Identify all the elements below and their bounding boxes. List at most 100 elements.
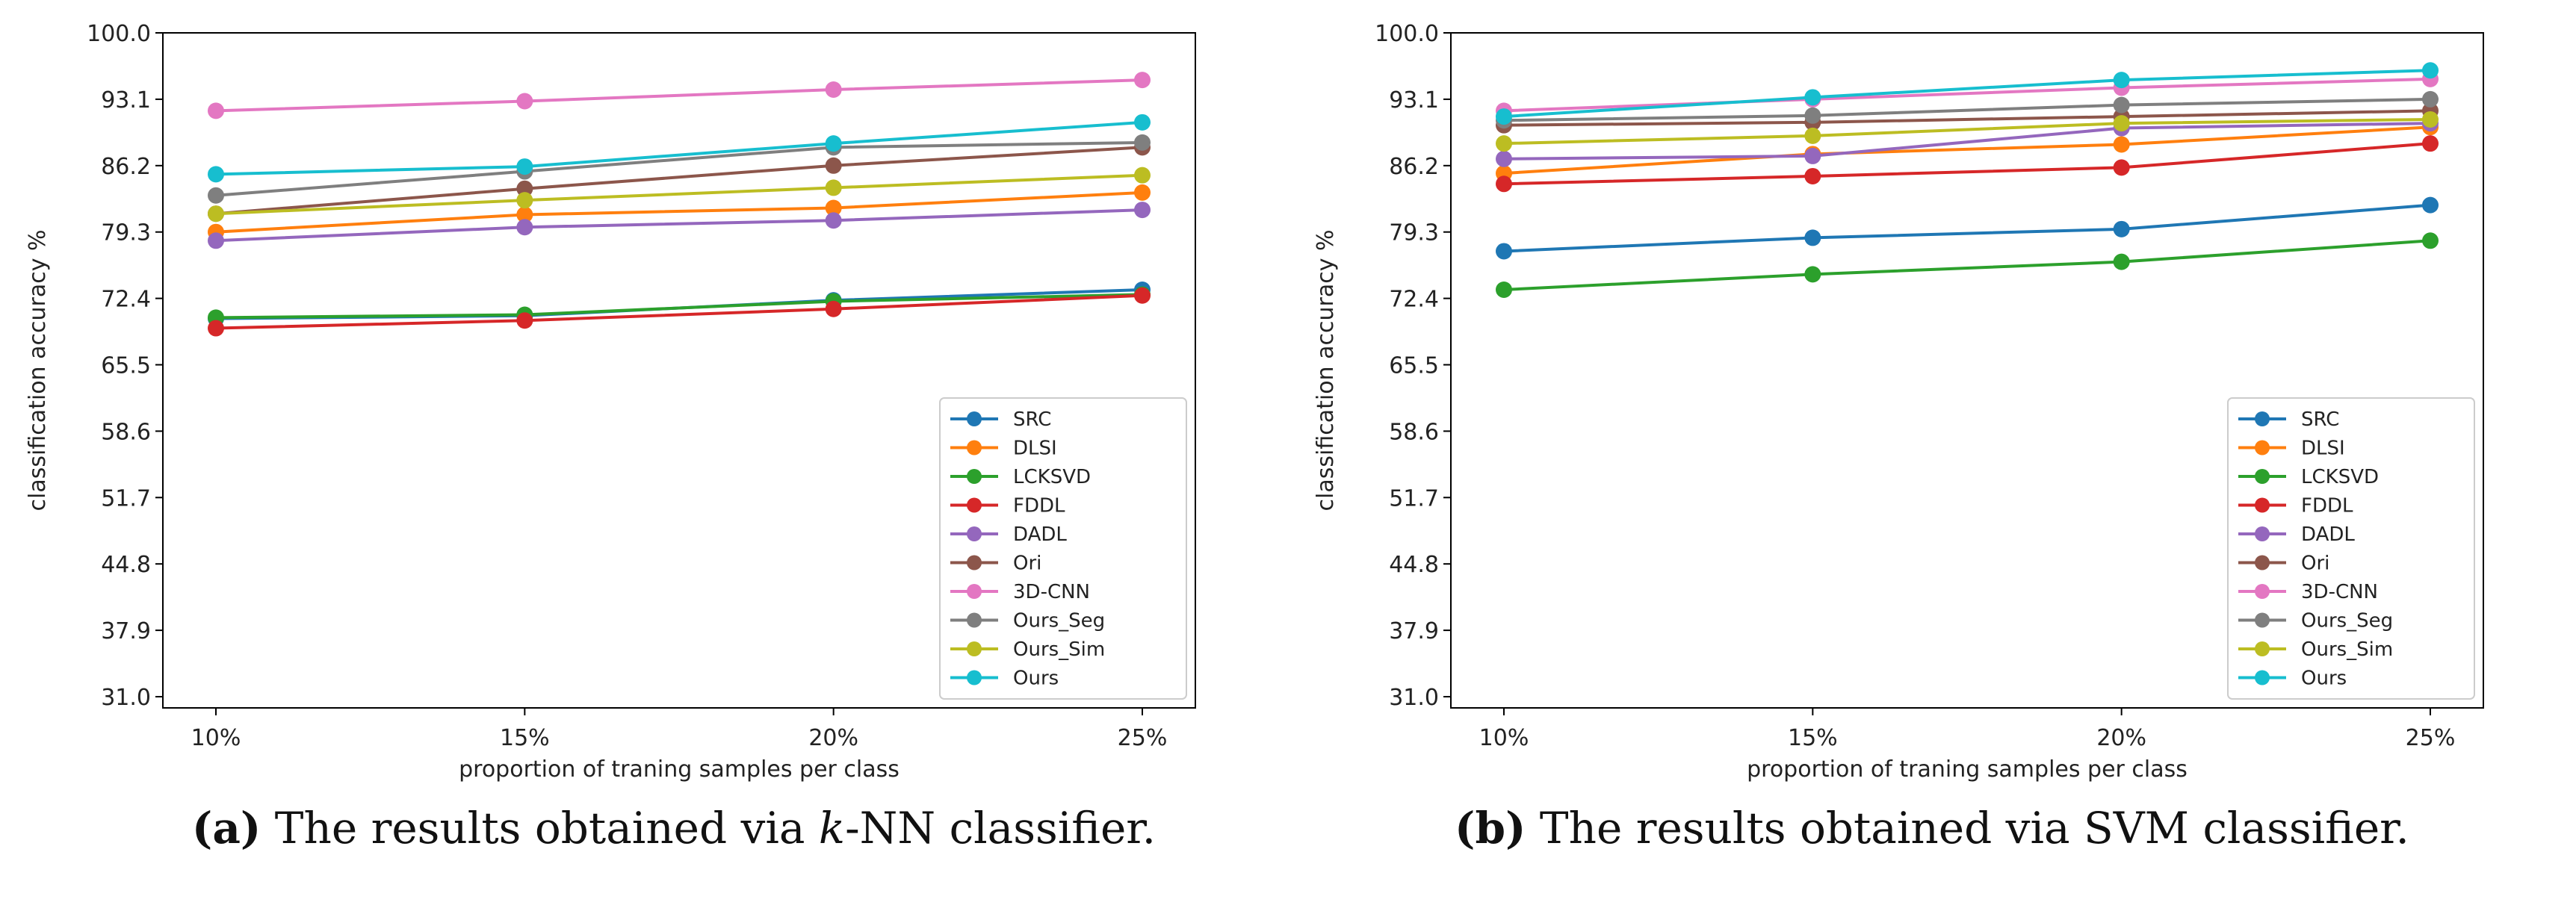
chart-panel-a: 31.0 37.9 44.8 51.7 58.6 65.5 72.4 79.3 86.2 93.1…	[25, 21, 1196, 783]
legend-swatch-marker	[2255, 641, 2270, 656]
legend-label: LCKSVD	[1013, 466, 1091, 488]
data-point	[2422, 90, 2439, 108]
series-line-lcksvd	[1503, 239, 2431, 292]
data-point	[2113, 136, 2130, 153]
data-point	[825, 135, 842, 152]
data-point	[1496, 243, 1512, 260]
data-point	[208, 232, 224, 249]
y-tick-label: 86.2	[1389, 154, 1439, 180]
x-axis-label: proportion of traning samples per class	[1747, 756, 2188, 783]
y-tick-label: 93.1	[101, 87, 151, 114]
data-point	[1134, 114, 1151, 131]
y-tick-label: 72.4	[101, 287, 151, 313]
y-tick-label: 72.4	[1389, 287, 1439, 313]
legend-label: Ours_Seg	[2301, 610, 2393, 632]
legend-swatch-marker	[967, 497, 982, 513]
legend-swatch-marker	[2255, 670, 2270, 685]
data-point	[1496, 282, 1512, 299]
data-point	[1134, 72, 1151, 89]
data-point	[2422, 62, 2439, 79]
data-point	[1804, 167, 1821, 184]
legend-label: DLSI	[1013, 438, 1057, 460]
data-point	[1496, 150, 1512, 167]
caption-a-pre: The results obtained via	[261, 803, 819, 854]
legend-swatch-marker	[967, 440, 982, 456]
caption-b-text: The results obtained via SVM classifier.	[1526, 803, 2409, 854]
data-point	[2113, 253, 2130, 270]
legend-box	[2227, 397, 2475, 700]
data-point	[516, 219, 533, 236]
y-tick-label: 100.0	[87, 21, 151, 47]
data-point	[2113, 115, 2130, 132]
y-tick-label: 79.3	[101, 220, 151, 246]
legend-swatch-marker	[2255, 612, 2270, 628]
y-axis-label: classification accuracy %	[25, 230, 51, 512]
legend-label: Ours	[1013, 668, 1059, 690]
data-point	[2422, 196, 2439, 214]
series-line-dadl	[215, 208, 1143, 243]
data-point	[2422, 111, 2439, 128]
data-point	[516, 312, 533, 329]
y-tick-label: 100.0	[1375, 21, 1439, 47]
data-point	[1134, 167, 1151, 184]
y-tick-label: 37.9	[101, 618, 151, 644]
x-tick-label: 15%	[1788, 725, 1838, 751]
data-point	[1804, 127, 1821, 144]
x-tick-label: 10%	[191, 725, 241, 751]
x-tick-label: 25%	[2406, 725, 2456, 751]
data-point	[825, 212, 842, 229]
legend-swatch-marker	[2255, 497, 2270, 513]
data-point	[1134, 287, 1151, 304]
data-point	[2113, 159, 2130, 176]
legend-swatch-marker	[2255, 411, 2270, 426]
legend-label: Ori	[2301, 553, 2329, 575]
legend-label: 3D-CNN	[2301, 581, 2378, 603]
legend-label: LCKSVD	[2301, 466, 2379, 488]
legend-swatch-marker	[2255, 469, 2270, 484]
series-line-ours_seg	[1503, 97, 2431, 122]
legend-swatch-marker	[967, 670, 982, 685]
data-point	[1804, 266, 1821, 283]
data-point	[208, 187, 224, 204]
x-tick-label: 20%	[808, 725, 858, 751]
data-point	[208, 320, 224, 337]
legend-label: DLSI	[2301, 438, 2345, 460]
data-point	[516, 158, 533, 175]
series-line-ori	[1503, 109, 2431, 127]
y-tick-label: 65.5	[101, 353, 151, 379]
legend-label: Ours_Seg	[1013, 610, 1105, 632]
caption-a-italic: k	[818, 803, 846, 854]
legend-swatch-marker	[967, 612, 982, 628]
y-tick-label: 79.3	[1389, 220, 1439, 246]
legend-box	[939, 397, 1187, 700]
x-tick-label: 10%	[1479, 725, 1529, 751]
caption-a-label: (a)	[191, 803, 261, 854]
legend-swatch-marker	[967, 526, 982, 541]
series-line-ours_sim	[1503, 117, 2431, 146]
data-point	[516, 93, 533, 110]
series-line-dadl	[1503, 122, 2431, 161]
caption-a-post: -NN classifier.	[845, 803, 1157, 854]
y-tick-label: 51.7	[1389, 485, 1439, 512]
legend-label: Ori	[1013, 553, 1041, 575]
data-point	[2422, 135, 2439, 152]
data-point	[825, 157, 842, 174]
chart-panel-b: 31.0 37.9 44.8 51.7 58.6 65.5 72.4 79.3 86.2 93.1…	[1313, 21, 2484, 783]
y-tick-label: 51.7	[101, 485, 151, 512]
legend-swatch-marker	[967, 641, 982, 656]
series-line-src	[1503, 203, 2431, 253]
legend: SRC DLSI LCKSVD FDDL DADL Ori 3D-CNN Ours_Seg Ou…	[2227, 397, 2475, 700]
data-point	[1804, 107, 1821, 124]
data-point	[2113, 96, 2130, 114]
data-point	[1496, 135, 1512, 152]
y-tick-label: 58.6	[101, 419, 151, 445]
y-tick-label: 31.0	[101, 685, 151, 711]
data-point	[208, 102, 224, 119]
legend-label: 3D-CNN	[1013, 581, 1090, 603]
series-line-3d-cnn	[1503, 77, 2431, 113]
y-tick-label: 44.8	[101, 552, 151, 578]
data-point	[2422, 232, 2439, 249]
legend-label: DADL	[2301, 523, 2355, 546]
data-point	[2113, 72, 2130, 89]
data-point	[825, 300, 842, 317]
